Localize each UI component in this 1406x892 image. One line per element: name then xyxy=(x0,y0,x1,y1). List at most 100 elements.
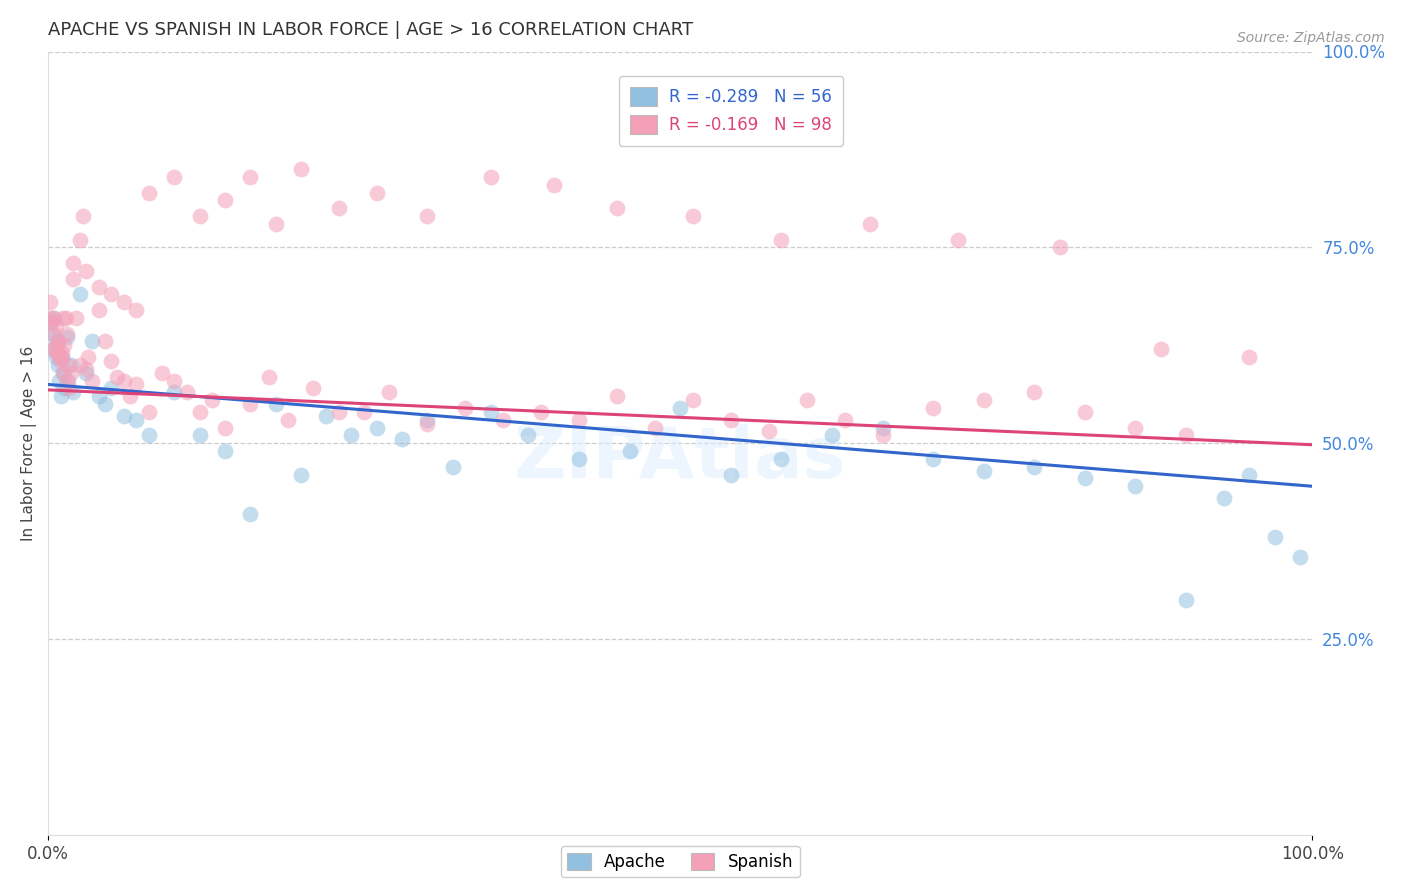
Point xyxy=(770,451,793,466)
Point xyxy=(479,405,502,419)
Point xyxy=(264,397,287,411)
Point xyxy=(328,201,350,215)
Point xyxy=(45,346,67,360)
Point xyxy=(973,464,995,478)
Point xyxy=(82,334,104,349)
Point xyxy=(1074,405,1097,419)
Point xyxy=(39,310,62,325)
Point xyxy=(1074,471,1097,485)
Point xyxy=(922,401,945,415)
Point xyxy=(416,412,439,426)
Point xyxy=(82,374,104,388)
Point xyxy=(56,330,79,344)
Point xyxy=(606,389,628,403)
Point xyxy=(100,287,122,301)
Point xyxy=(872,428,894,442)
Point xyxy=(568,412,591,426)
Point xyxy=(48,350,70,364)
Point xyxy=(46,334,69,349)
Point xyxy=(69,233,91,247)
Point xyxy=(214,194,236,208)
Point xyxy=(69,287,91,301)
Point xyxy=(214,420,236,434)
Point xyxy=(87,279,110,293)
Point xyxy=(163,169,186,184)
Point xyxy=(682,393,704,408)
Point xyxy=(125,303,148,318)
Point xyxy=(1150,342,1173,356)
Point xyxy=(87,389,110,403)
Point xyxy=(922,451,945,466)
Point xyxy=(758,425,780,439)
Point xyxy=(44,350,66,364)
Point xyxy=(239,507,262,521)
Point xyxy=(53,381,76,395)
Point xyxy=(619,444,641,458)
Point xyxy=(302,381,325,395)
Point xyxy=(112,409,135,423)
Point xyxy=(53,338,76,352)
Point xyxy=(1175,428,1198,442)
Point xyxy=(1237,350,1260,364)
Point xyxy=(821,428,844,442)
Point xyxy=(340,428,363,442)
Point xyxy=(49,350,72,364)
Point xyxy=(720,412,742,426)
Point xyxy=(834,412,856,426)
Point xyxy=(62,385,84,400)
Point xyxy=(416,209,439,223)
Point xyxy=(568,451,591,466)
Point xyxy=(45,334,67,349)
Point xyxy=(1263,530,1285,544)
Point xyxy=(201,393,224,408)
Point xyxy=(138,405,160,419)
Point xyxy=(770,233,793,247)
Point xyxy=(1175,592,1198,607)
Point xyxy=(41,315,63,329)
Point xyxy=(138,428,160,442)
Point xyxy=(543,178,565,192)
Point xyxy=(69,358,91,372)
Point xyxy=(239,397,262,411)
Point xyxy=(290,161,312,176)
Point xyxy=(1125,420,1147,434)
Point xyxy=(353,405,375,419)
Point xyxy=(59,358,82,372)
Point xyxy=(391,432,413,446)
Point xyxy=(44,326,66,341)
Point xyxy=(39,295,62,310)
Point xyxy=(1024,459,1046,474)
Point xyxy=(44,310,66,325)
Point xyxy=(59,366,82,380)
Point xyxy=(479,169,502,184)
Point xyxy=(100,381,122,395)
Point xyxy=(859,217,882,231)
Point xyxy=(441,459,464,474)
Point xyxy=(1125,479,1147,493)
Point xyxy=(492,412,515,426)
Point xyxy=(44,318,66,333)
Point xyxy=(720,467,742,482)
Point xyxy=(120,389,142,403)
Point xyxy=(948,233,970,247)
Point xyxy=(416,417,439,431)
Point xyxy=(239,169,262,184)
Point xyxy=(1237,467,1260,482)
Point xyxy=(44,342,66,356)
Point xyxy=(315,409,337,423)
Point xyxy=(277,412,299,426)
Point xyxy=(62,271,84,285)
Point xyxy=(52,366,75,380)
Point xyxy=(138,186,160,200)
Point xyxy=(264,217,287,231)
Point xyxy=(56,358,79,372)
Point xyxy=(42,342,65,356)
Point xyxy=(682,209,704,223)
Point xyxy=(87,303,110,318)
Point xyxy=(41,326,63,341)
Point xyxy=(290,467,312,482)
Text: ZIPAtlas: ZIPAtlas xyxy=(513,425,846,493)
Point xyxy=(62,256,84,270)
Point xyxy=(39,315,62,329)
Text: Source: ZipAtlas.com: Source: ZipAtlas.com xyxy=(1237,31,1385,45)
